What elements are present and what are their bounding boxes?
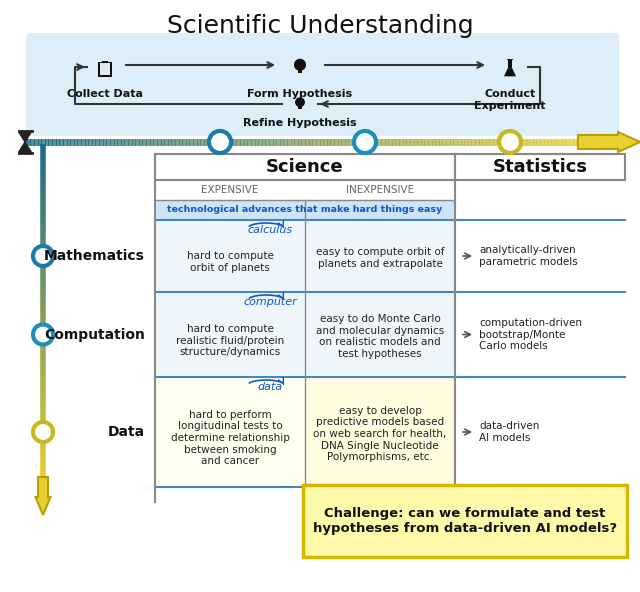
Text: INEXPENSIVE: INEXPENSIVE — [346, 185, 414, 195]
Text: computer: computer — [243, 297, 297, 307]
Circle shape — [294, 59, 306, 71]
Text: Scientific Understanding: Scientific Understanding — [166, 14, 474, 38]
Text: Science: Science — [266, 158, 344, 176]
Circle shape — [33, 246, 53, 266]
FancyArrow shape — [578, 132, 640, 152]
Text: hard to compute
orbit of planets: hard to compute orbit of planets — [187, 251, 273, 273]
FancyBboxPatch shape — [155, 377, 455, 487]
Circle shape — [499, 131, 521, 153]
FancyBboxPatch shape — [155, 200, 455, 220]
Text: easy to do Monte Carlo
and molecular dynamics
on realistic models and
test hypot: easy to do Monte Carlo and molecular dyn… — [316, 314, 444, 359]
FancyBboxPatch shape — [155, 154, 455, 180]
FancyBboxPatch shape — [298, 105, 302, 109]
FancyBboxPatch shape — [100, 63, 110, 75]
FancyBboxPatch shape — [155, 220, 455, 292]
FancyBboxPatch shape — [26, 33, 619, 136]
Text: analytically-driven
parametric models: analytically-driven parametric models — [479, 245, 578, 267]
Text: Challenge: can we formulate and test
hypotheses from data-driven AI models?: Challenge: can we formulate and test hyp… — [313, 507, 617, 535]
Text: technological advances that make hard things easy: technological advances that make hard th… — [168, 205, 443, 214]
Circle shape — [33, 422, 53, 442]
Text: Refine Hypothesis: Refine Hypothesis — [243, 118, 357, 128]
Text: Statistics: Statistics — [493, 158, 588, 176]
Circle shape — [295, 97, 305, 107]
Text: computation-driven
bootstrap/Monte
Carlo models: computation-driven bootstrap/Monte Carlo… — [479, 318, 582, 351]
Polygon shape — [504, 68, 516, 76]
Text: data: data — [257, 382, 283, 392]
Polygon shape — [19, 131, 31, 142]
FancyArrow shape — [35, 477, 51, 515]
Text: Conduct
Experiment: Conduct Experiment — [474, 89, 546, 111]
FancyBboxPatch shape — [155, 292, 455, 377]
Text: EXPENSIVE: EXPENSIVE — [202, 185, 259, 195]
Text: Data: Data — [108, 425, 145, 439]
FancyBboxPatch shape — [99, 62, 111, 77]
Text: hard to compute
realistic fluid/protein
structure/dynamics: hard to compute realistic fluid/protein … — [176, 324, 284, 357]
Text: hard to perform
longitudinal tests to
determine relationship
between smoking
and: hard to perform longitudinal tests to de… — [171, 410, 289, 466]
FancyBboxPatch shape — [303, 485, 627, 557]
Text: data-driven
AI models: data-driven AI models — [479, 421, 540, 443]
Text: Collect Data: Collect Data — [67, 89, 143, 99]
Circle shape — [33, 324, 53, 345]
Text: calculus: calculus — [248, 225, 292, 235]
Polygon shape — [19, 142, 31, 152]
FancyBboxPatch shape — [305, 377, 455, 487]
Circle shape — [209, 131, 231, 153]
Text: Mathematics: Mathematics — [44, 249, 145, 263]
FancyBboxPatch shape — [102, 61, 108, 63]
FancyBboxPatch shape — [298, 69, 302, 73]
Text: easy to develop
predictive models based
on web search for health,
DNA Single Nuc: easy to develop predictive models based … — [314, 406, 447, 462]
Text: easy to compute orbit of
planets and extrapolate: easy to compute orbit of planets and ext… — [316, 247, 444, 269]
Text: Form Hypothesis: Form Hypothesis — [248, 89, 353, 99]
FancyBboxPatch shape — [507, 59, 513, 60]
FancyBboxPatch shape — [508, 60, 512, 68]
Text: Computation: Computation — [44, 327, 145, 342]
Circle shape — [354, 131, 376, 153]
